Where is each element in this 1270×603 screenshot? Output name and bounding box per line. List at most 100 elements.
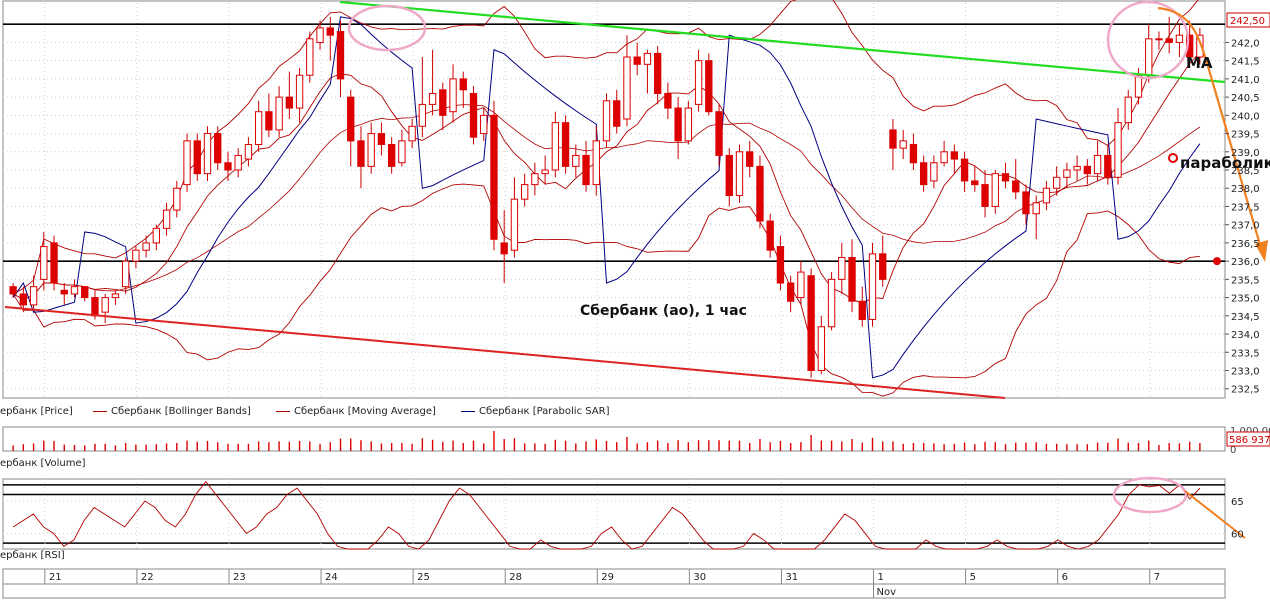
price-plot-frame	[2, 0, 1226, 399]
rsi-y-axis: 65 60	[1231, 497, 1244, 540]
x-day-label: 25	[417, 572, 430, 583]
candle-body	[991, 173, 999, 207]
highlight-circle-right	[1106, 0, 1190, 80]
rsi-gridlines	[3, 479, 1225, 549]
price-ytick-label: 235,5	[1231, 275, 1260, 286]
rsi-plot-frame	[2, 478, 1226, 550]
candle-body	[623, 56, 631, 120]
last-price-label: 242,50	[1230, 16, 1265, 27]
parabolic-sar-line	[12, 16, 1201, 379]
price-ytick-label: 241,5	[1231, 57, 1260, 68]
candle-body	[858, 300, 866, 320]
volume-plot-frame	[2, 426, 1226, 452]
price-ytick-label: 234,0	[1231, 330, 1260, 341]
legend-rsi-label: ербанк [RSI]	[0, 550, 65, 561]
candle-body	[1073, 165, 1081, 171]
candle-body	[121, 260, 130, 288]
candle-body	[827, 278, 836, 328]
candle-body	[408, 125, 416, 142]
rsi-pane[interactable]: 65 60 ербанк [RSI]	[0, 476, 1270, 568]
candle-body	[694, 60, 703, 105]
candle-body	[357, 140, 365, 167]
candle-body	[275, 96, 283, 131]
price-ytick-label: 238,0	[1231, 184, 1260, 195]
candle-body	[295, 74, 304, 109]
candle-body	[152, 227, 161, 244]
rsi-chart[interactable]: 65 60	[0, 476, 1270, 568]
candle-body	[367, 133, 375, 167]
candle-body	[725, 154, 733, 197]
candle-body	[193, 140, 201, 175]
rsi-line-group	[12, 480, 1201, 550]
candle-body	[971, 180, 979, 186]
x-day-label: 5	[970, 572, 976, 583]
candle-body	[746, 151, 754, 167]
price-ytick-label: 242,0	[1231, 38, 1260, 49]
volume-last-box	[1226, 431, 1270, 447]
candle-body	[1165, 38, 1173, 43]
bollinger-lower-line	[12, 183, 1200, 397]
resistance-trendline	[339, 0, 1226, 84]
rsi-ytick-label: 60	[1231, 529, 1244, 540]
candle-body	[776, 246, 785, 284]
candle-body	[1093, 154, 1102, 175]
candle-body	[766, 220, 774, 251]
candle-body	[469, 92, 478, 138]
volume-pane[interactable]: 1 000 00 0 586 937 ербанк [Volume]	[0, 420, 1270, 475]
candle-body	[1155, 38, 1163, 41]
price-ytick-label: 233,5	[1231, 348, 1260, 359]
candle-body	[930, 162, 938, 182]
candle-body	[838, 256, 846, 280]
candle-body	[398, 140, 406, 164]
candle-body	[347, 96, 355, 142]
candle-body	[1042, 187, 1051, 204]
candle-body	[960, 158, 969, 182]
candle-body	[602, 100, 611, 142]
candle-body	[889, 129, 897, 149]
candle-body	[572, 154, 580, 167]
candle-body	[735, 151, 744, 197]
volume-chart[interactable]: 1 000 00 0 586 937	[0, 420, 1270, 475]
legend-bollinger: Сбербанк [Bollinger Bands]	[93, 406, 251, 417]
legend-psar-label: Сбербанк [Parabolic SAR]	[479, 406, 610, 417]
candle-body	[1001, 173, 1010, 182]
price-legend: ербанк [Price] Сбербанк [Bollinger Bands…	[0, 406, 700, 418]
candle-body	[306, 38, 314, 76]
candle-body	[940, 151, 948, 164]
candle-body	[1175, 34, 1184, 43]
candle-body	[224, 162, 232, 171]
candle-body	[1022, 191, 1030, 215]
annotation-parabolic: параболик	[1180, 154, 1270, 172]
candle-body	[29, 286, 38, 306]
candle-body	[50, 242, 58, 284]
x-axis-pane: 21 22 23 24 25 28 29 30 31 1 5 6 7 Nov	[0, 568, 1270, 603]
x-day-label: 1	[878, 572, 884, 583]
candle-body	[418, 103, 427, 127]
candle-body	[40, 246, 48, 280]
level-marker	[1213, 257, 1221, 266]
candle-body	[674, 107, 682, 142]
candle-body	[551, 122, 560, 171]
volume-bars	[12, 431, 1201, 451]
candle-body	[1012, 180, 1020, 193]
candle-body	[561, 122, 570, 167]
x-day-label: 21	[49, 572, 62, 583]
candle-body	[756, 165, 764, 222]
candle-body	[817, 326, 826, 371]
chart-title: Сбербанк (ао), 1 час	[580, 303, 747, 319]
rsi-ytick-label: 65	[1231, 497, 1244, 508]
price-pane[interactable]: 242,0 241,5 241,0 240,5 240,0 239,5 239,0 238,5…	[0, 0, 1270, 417]
candle-body	[214, 133, 222, 164]
candle-body	[715, 111, 723, 156]
volume-legend: ербанк [Volume]	[0, 458, 86, 469]
rsi-annotation-overlay	[1112, 476, 1246, 539]
price-chart[interactable]: 242,0 241,5 241,0 240,5 240,0 239,5 239,0 238,5…	[0, 0, 1270, 400]
candle-body	[582, 154, 590, 186]
price-ytick-label: 232,5	[1231, 385, 1260, 396]
price-ytick-label: 239,5	[1231, 130, 1260, 141]
candle-body	[633, 56, 641, 65]
legend-bollinger-label: Сбербанк [Bollinger Bands]	[111, 406, 251, 417]
price-ytick-label: 237,0	[1231, 221, 1260, 232]
candle-body	[643, 52, 652, 65]
annotation-ma: MA	[1186, 54, 1213, 72]
